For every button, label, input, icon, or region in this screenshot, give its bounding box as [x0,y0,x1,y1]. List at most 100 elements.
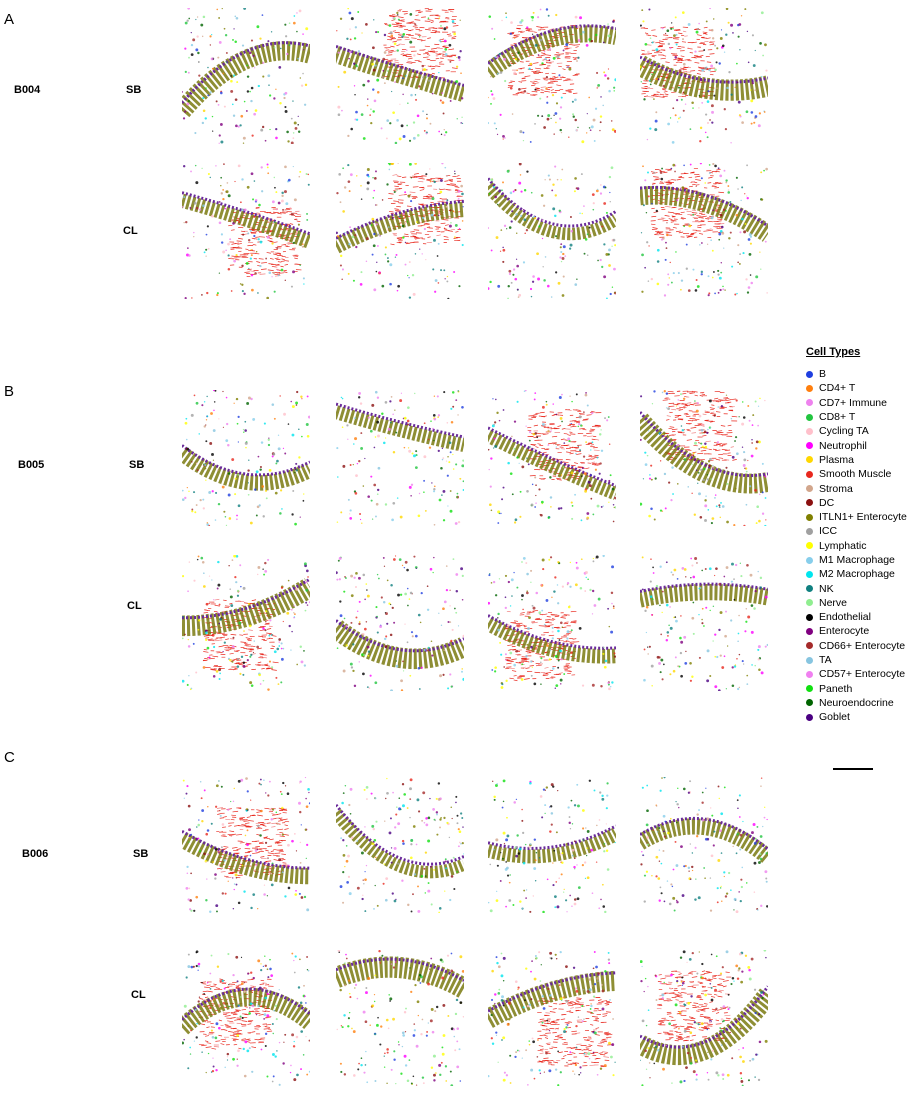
tissue-mark [727,185,730,187]
tissue-mark [199,498,202,502]
tissue-mark [242,673,245,676]
tissue-mark [602,652,605,656]
tissue-mark [520,190,523,193]
tissue-mark [293,121,297,125]
tissue-mark [416,53,421,56]
tissue-mark [271,455,274,458]
tissue-mark [664,189,667,192]
tissue-mark [370,121,373,125]
tissue-mark [281,508,283,510]
tissue-mark [488,448,490,451]
tissue-mark [754,664,756,667]
tissue-mark [757,424,759,427]
tissue-mark [269,241,275,243]
tissue-mark [691,41,697,44]
tissue-mark [708,229,714,232]
tissue-mark [461,464,464,468]
tissue-mark [257,661,262,664]
tissue-mark [757,645,761,649]
tissue-mark [724,128,728,131]
tissue-mark [703,625,705,627]
tissue-mark [277,245,282,248]
tissue-mark [273,176,276,179]
tissue-mark [236,594,240,597]
tissue-mark [380,596,383,599]
tissue-mark [644,32,649,35]
tissue-mark [737,687,740,691]
tissue-mark [570,229,574,233]
tissue-mark [725,610,727,613]
tissue-mark [237,247,243,249]
tissue-mark [275,128,278,131]
tissue-mark [675,619,678,623]
tissue-mark [604,659,608,663]
tissue-mark [348,647,351,650]
tissue-mark [661,611,663,614]
tissue-mark [640,502,643,506]
tissue-mark [426,113,428,116]
tissue-mark [683,68,687,71]
tissue-mark [655,77,658,81]
tissue-mark [569,452,574,455]
tissue-mark [649,37,652,39]
tissue-mark [306,604,309,606]
tissue-mark [592,560,595,563]
tissue-mark [283,269,287,272]
tissue-mark [578,415,582,419]
tissue-mark [305,423,309,426]
tissue-mark [707,220,713,223]
tissue-mark [530,569,533,572]
tissue-mark [709,457,712,461]
tissue-mark [404,233,409,236]
tissue-mark [678,176,683,178]
tissue-mark [564,47,570,50]
tissue-mark [523,390,526,392]
tissue-mark [192,38,196,42]
tissue-mark [259,240,263,244]
tissue-mark [736,658,738,660]
tissue-mark [578,422,581,426]
tissue-mark [698,448,700,450]
tissue-mark [304,609,307,612]
tissue-mark [205,479,207,481]
tissue-mark [365,260,368,263]
tissue-mark [685,267,688,270]
tissue-mark [406,568,409,572]
tissue-mark [560,507,563,510]
tissue-mark [428,79,431,82]
tissue-mark [429,65,436,68]
tissue-mark [376,615,378,618]
tissue-mark [442,673,445,676]
tissue-mark [234,575,237,579]
tissue-mark [290,285,293,288]
tissue-mark [451,391,455,394]
tissue-mark [669,426,675,428]
tissue-mark [243,855,249,857]
tissue-mark [688,195,692,198]
tissue-mark [444,180,449,182]
tissue-image [336,8,464,144]
tissue-mark [641,253,644,257]
tissue-mark [682,67,689,69]
tissue-mark [461,668,464,670]
tissue-mark [400,679,403,683]
tissue-mark [234,257,240,259]
tissue-mark [560,658,563,661]
tissue-mark [509,50,511,52]
tissue-mark [497,522,500,524]
tissue-mark [531,444,536,446]
tissue-mark [606,77,610,80]
tissue-mark [295,401,298,405]
tissue-mark [404,560,408,564]
tissue-mark [261,125,265,129]
tissue-mark [649,580,652,583]
tissue-mark [558,74,561,77]
tissue-mark [205,602,209,606]
tissue-mark [397,75,400,78]
tissue-mark [350,17,354,21]
tissue-mark [647,87,654,90]
tissue-mark [453,271,456,274]
tissue-mark [375,223,378,226]
tissue-mark [744,630,747,633]
tissue-mark [356,175,358,177]
